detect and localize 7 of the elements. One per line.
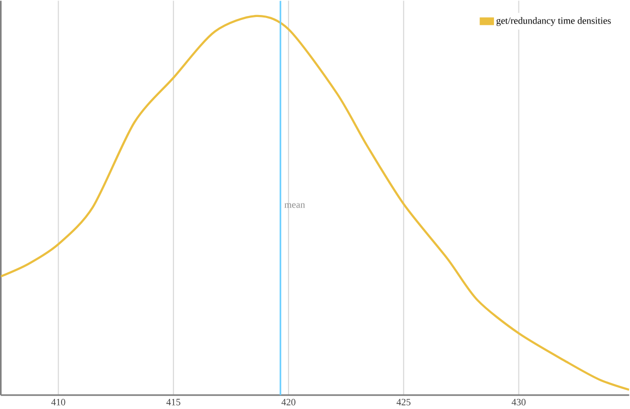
- x-tick-label: 410: [51, 398, 66, 406]
- legend-label: get/redundancy time densities: [496, 17, 611, 26]
- x-tick-label: 415: [166, 398, 180, 406]
- x-tick-label: 430: [512, 398, 526, 406]
- ref-line-label: mean: [284, 203, 305, 208]
- x-tick-label: 425: [396, 398, 410, 406]
- x-tick-label: 420: [281, 398, 296, 406]
